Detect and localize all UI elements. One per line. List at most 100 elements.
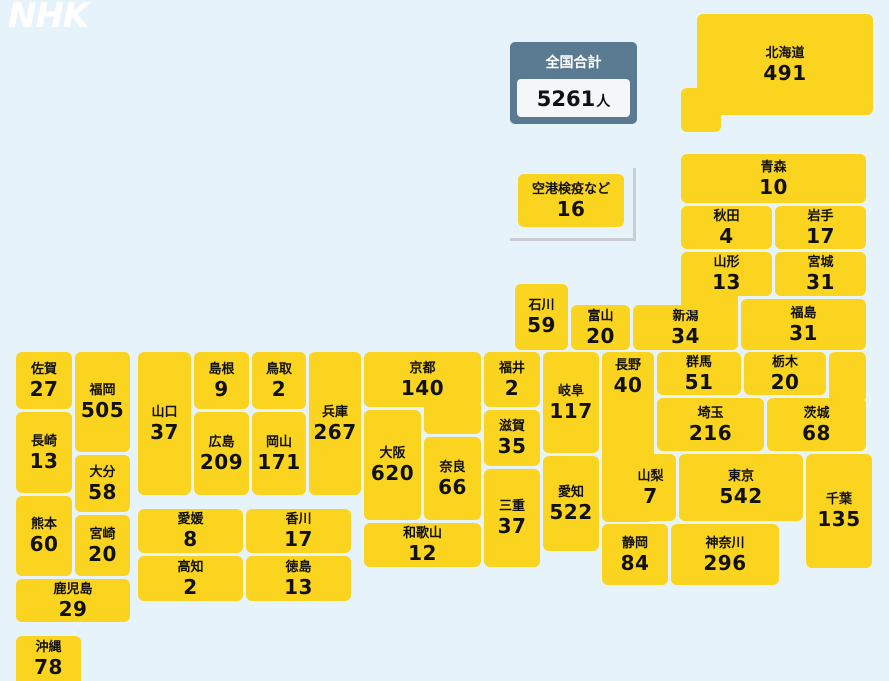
pref-name: 福岡 bbox=[89, 383, 116, 398]
pref-tokushima[interactable]: 徳島 13 bbox=[246, 556, 351, 601]
pref-count: 20 bbox=[770, 369, 800, 394]
pref-count: 31 bbox=[789, 320, 818, 345]
pref-shizuoka[interactable]: 静岡 84 bbox=[602, 524, 668, 585]
pref-yamaguchi[interactable]: 山口 37 bbox=[138, 352, 191, 495]
airport-divider-vertical bbox=[633, 168, 636, 241]
pref-name: 千葉 bbox=[825, 492, 852, 507]
pref-iwate[interactable]: 岩手 17 bbox=[775, 206, 866, 249]
pref-name: 沖縄 bbox=[35, 639, 62, 655]
pref-name: 空港検疫など bbox=[531, 181, 610, 197]
pref-hokkaido[interactable]: 北海道 491 bbox=[697, 14, 873, 115]
pref-chiba[interactable]: 千葉 135 bbox=[806, 454, 872, 568]
pref-shimane[interactable]: 島根 9 bbox=[194, 352, 249, 409]
pref-name: 群馬 bbox=[685, 354, 712, 370]
pref-wakayama[interactable]: 和歌山 12 bbox=[364, 523, 481, 567]
pref-okinawa[interactable]: 沖縄 78 bbox=[16, 636, 81, 681]
pref-mie[interactable]: 三重 37 bbox=[484, 469, 540, 567]
pref-ehime[interactable]: 愛媛 8 bbox=[138, 509, 243, 553]
pref-name: 静岡 bbox=[621, 535, 648, 551]
pref-count: 31 bbox=[806, 270, 835, 294]
pref-name: 山口 bbox=[151, 404, 178, 420]
pref-kyoto-extension bbox=[424, 400, 481, 434]
pref-count: 296 bbox=[703, 550, 747, 575]
pref-count: 84 bbox=[620, 550, 650, 575]
national-total-unit: 人 bbox=[596, 94, 611, 110]
pref-niigata-extension bbox=[681, 290, 738, 310]
pref-name: 岩手 bbox=[807, 208, 834, 224]
pref-count: 29 bbox=[58, 596, 88, 621]
pref-count: 2 bbox=[183, 574, 198, 599]
pref-count: 522 bbox=[549, 499, 593, 524]
pref-count: 17 bbox=[806, 223, 835, 248]
pref-niigata[interactable]: 新潟 34 bbox=[633, 305, 738, 350]
pref-count: 140 bbox=[400, 375, 445, 400]
pref-name: 京都 bbox=[409, 360, 436, 376]
pref-gifu[interactable]: 岐阜 117 bbox=[543, 352, 599, 453]
pref-tochigi[interactable]: 栃木 20 bbox=[744, 352, 826, 395]
pref-count: 117 bbox=[549, 398, 593, 423]
pref-hyogo[interactable]: 兵庫 267 bbox=[309, 352, 361, 495]
pref-hiroshima[interactable]: 広島 209 bbox=[194, 412, 249, 495]
pref-count: 27 bbox=[29, 376, 59, 401]
pref-toyama[interactable]: 富山 20 bbox=[571, 305, 630, 350]
pref-tokyo[interactable]: 東京 542 bbox=[679, 454, 803, 521]
pref-name: 北海道 bbox=[765, 45, 805, 61]
pref-fukushima[interactable]: 福島 31 bbox=[741, 299, 866, 350]
pref-name: 鹿児島 bbox=[53, 581, 93, 597]
pref-count: 34 bbox=[671, 323, 700, 348]
pref-name: 大分 bbox=[89, 464, 116, 480]
pref-yamagata[interactable]: 山形 13 bbox=[681, 252, 772, 296]
pref-aichi[interactable]: 愛知 522 bbox=[543, 456, 599, 551]
pref-kagoshima[interactable]: 鹿児島 29 bbox=[16, 579, 130, 622]
pref-okayama[interactable]: 岡山 171 bbox=[252, 412, 306, 495]
pref-ishikawa[interactable]: 石川 59 bbox=[515, 284, 568, 350]
pref-fukuoka[interactable]: 福岡 505 bbox=[75, 352, 130, 452]
pref-nara[interactable]: 奈良 66 bbox=[424, 437, 481, 520]
pref-akita[interactable]: 秋田 4 bbox=[681, 206, 772, 249]
pref-name: 広島 bbox=[208, 434, 235, 450]
pref-kagawa[interactable]: 香川 17 bbox=[246, 509, 351, 553]
pref-nagasaki[interactable]: 長崎 13 bbox=[16, 412, 72, 493]
pref-name: 徳島 bbox=[285, 559, 312, 575]
pref-count: 12 bbox=[408, 541, 437, 565]
national-total-box: 全国合計 5261 人 bbox=[510, 42, 637, 124]
pref-gunma[interactable]: 群馬 51 bbox=[657, 352, 741, 395]
pref-name: 佐賀 bbox=[30, 361, 57, 377]
pref-count: 35 bbox=[497, 434, 527, 458]
pref-shiga[interactable]: 滋賀 35 bbox=[484, 410, 540, 466]
pref-count: 491 bbox=[763, 60, 807, 85]
pref-yamanashi[interactable]: 山梨 7 bbox=[625, 454, 676, 521]
pref-fukui[interactable]: 福井 2 bbox=[484, 352, 540, 407]
pref-count: 60 bbox=[29, 532, 59, 556]
pref-name: 山形 bbox=[713, 255, 740, 270]
pref-name: 神奈川 bbox=[705, 535, 745, 551]
national-total-label: 全国合計 bbox=[545, 55, 602, 71]
pref-oita[interactable]: 大分 58 bbox=[75, 455, 130, 512]
pref-name: 島根 bbox=[208, 361, 235, 377]
pref-kanagawa[interactable]: 神奈川 296 bbox=[671, 524, 779, 585]
pref-saitama[interactable]: 埼玉 216 bbox=[657, 398, 764, 451]
pref-count: 216 bbox=[688, 420, 733, 445]
pref-saga[interactable]: 佐賀 27 bbox=[16, 352, 72, 409]
pref-name: 滋賀 bbox=[498, 419, 525, 434]
pref-name: 香川 bbox=[285, 512, 312, 527]
pref-name: 富山 bbox=[587, 308, 614, 324]
pref-ibaraki[interactable]: 茨城 68 bbox=[767, 398, 866, 451]
pref-kochi[interactable]: 高知 2 bbox=[138, 556, 243, 601]
pref-name: 東京 bbox=[727, 468, 754, 484]
pref-name: 栃木 bbox=[771, 354, 798, 370]
pref-kyoto[interactable]: 京都 140 bbox=[364, 352, 481, 407]
pref-airport[interactable]: 空港検疫など 16 bbox=[518, 174, 624, 227]
pref-name: 福井 bbox=[498, 360, 525, 376]
pref-osaka[interactable]: 大阪 620 bbox=[364, 410, 421, 520]
pref-name: 岡山 bbox=[265, 434, 292, 450]
pref-name: 兵庫 bbox=[321, 404, 348, 420]
pref-aomori[interactable]: 青森 10 bbox=[681, 154, 866, 203]
pref-miyagi[interactable]: 宮城 31 bbox=[775, 252, 866, 296]
pref-count: 620 bbox=[370, 461, 415, 485]
pref-tottori[interactable]: 鳥取 2 bbox=[252, 352, 306, 409]
pref-kumamoto[interactable]: 熊本 60 bbox=[16, 496, 72, 576]
pref-count: 20 bbox=[586, 323, 615, 348]
pref-miyazaki[interactable]: 宮崎 20 bbox=[75, 515, 130, 576]
pref-name: 和歌山 bbox=[402, 526, 442, 541]
